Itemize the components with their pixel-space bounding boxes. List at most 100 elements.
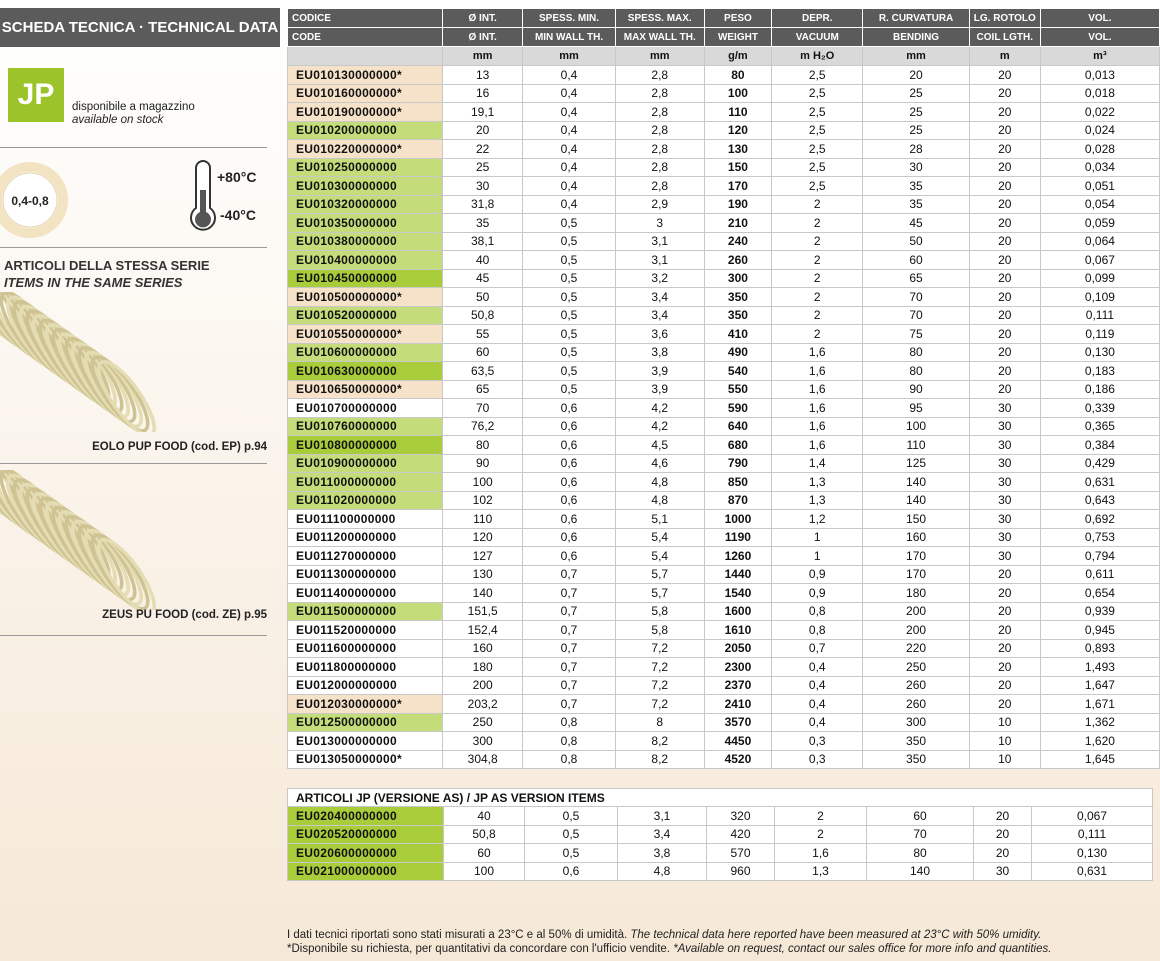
value-cell: 0,5 bbox=[522, 268, 616, 288]
series-en: ITEMS IN THE SAME SERIES bbox=[4, 275, 183, 290]
value-cell: 250 bbox=[862, 657, 970, 677]
value-cell: 0,067 bbox=[1031, 806, 1153, 826]
units-row: mm mm mm g/m m H₂O mm m m³ bbox=[286, 46, 1160, 66]
value-cell: 1,4 bbox=[771, 453, 864, 473]
value-cell: 7,2 bbox=[614, 675, 705, 695]
value-cell: 180 bbox=[862, 583, 970, 603]
value-cell: 0,4 bbox=[522, 120, 616, 140]
value-cell: 20 bbox=[968, 324, 1041, 344]
value-cell: 0,024 bbox=[1039, 120, 1160, 140]
units-cell: m bbox=[968, 46, 1041, 66]
stock-it: disponibile a magazzino bbox=[72, 101, 195, 113]
value-cell: 0,051 bbox=[1039, 176, 1160, 196]
value-cell: 0,5 bbox=[522, 250, 616, 270]
value-cell: 30 bbox=[973, 861, 1032, 881]
temp-max: +80°C bbox=[217, 169, 256, 185]
value-cell: 60 bbox=[866, 806, 974, 826]
table-row: EU011270000000 127 0,6 5,4 1260 1 170 30 0,794 bbox=[286, 546, 1160, 566]
value-cell: 3,4 bbox=[614, 287, 705, 307]
value-cell: 25 bbox=[862, 120, 970, 140]
value-cell: 0,9 bbox=[771, 564, 864, 584]
code-cell: EU011000000000 bbox=[286, 472, 444, 492]
note-it: *Disponibile su richiesta, per quantitat… bbox=[287, 943, 670, 955]
value-cell: 0,6 bbox=[522, 398, 616, 418]
value-cell: 3,6 bbox=[614, 324, 705, 344]
units-cell: mm bbox=[614, 46, 705, 66]
value-cell: 130 bbox=[703, 139, 773, 159]
value-cell: 0,5 bbox=[522, 361, 616, 381]
value-cell: 5,4 bbox=[614, 527, 705, 547]
table-row: EU021000000000 100 0,6 4,8 960 1,3 140 30 0,631 bbox=[287, 861, 1153, 881]
table-row: EU010220000000* 22 0,4 2,8 130 2,5 28 20 0,028 bbox=[286, 139, 1160, 159]
value-cell: 1610 bbox=[703, 620, 773, 640]
value-cell: 1,3 bbox=[771, 490, 864, 510]
header-row: CODE Ø INT. MIN WALL TH. MAX WALL TH. WEIGHT… bbox=[286, 27, 1160, 47]
value-cell: 2410 bbox=[703, 694, 773, 714]
value-cell: 0,183 bbox=[1039, 361, 1160, 381]
value-cell: 5,7 bbox=[614, 564, 705, 584]
table-row: EU010630000000 63,5 0,5 3,9 540 1,6 80 20 0,183 bbox=[286, 361, 1160, 381]
value-cell: 850 bbox=[703, 472, 773, 492]
value-cell: 30 bbox=[968, 472, 1041, 492]
code-cell: EU011020000000 bbox=[286, 490, 444, 510]
note-it: I dati tecnici riportati sono stati misu… bbox=[287, 929, 628, 941]
value-cell: 1,6 bbox=[774, 843, 867, 863]
value-cell: 0,013 bbox=[1039, 65, 1160, 85]
value-cell: 30 bbox=[968, 509, 1041, 529]
value-cell: 3,9 bbox=[614, 361, 705, 381]
header-cell: DEPR. bbox=[771, 8, 864, 28]
value-cell: 0,939 bbox=[1039, 601, 1160, 621]
code-cell: EU010400000000 bbox=[286, 250, 444, 270]
code-cell: EU011400000000 bbox=[286, 583, 444, 603]
value-cell: 25 bbox=[862, 83, 970, 103]
value-cell: 240 bbox=[703, 231, 773, 251]
value-cell: 0,067 bbox=[1039, 250, 1160, 270]
value-cell: 8,2 bbox=[614, 749, 705, 769]
value-cell: 2,5 bbox=[771, 157, 864, 177]
value-cell: 0,059 bbox=[1039, 213, 1160, 233]
value-cell: 0,8 bbox=[522, 731, 616, 751]
units-cell: mm bbox=[862, 46, 970, 66]
value-cell: 5,8 bbox=[614, 601, 705, 621]
table-row: EU013050000000* 304,8 0,8 8,2 4520 0,3 350 10 1,… bbox=[286, 749, 1160, 769]
header-cell: MAX WALL TH. bbox=[614, 27, 705, 47]
code-cell: EU013000000000 bbox=[286, 731, 444, 751]
value-cell: 30 bbox=[968, 527, 1041, 547]
table-row: EU010190000000* 19,1 0,4 2,8 110 2,5 25 20 0,022 bbox=[286, 102, 1160, 122]
value-cell: 16 bbox=[442, 83, 524, 103]
value-cell: 8,2 bbox=[614, 731, 705, 751]
hose-image bbox=[0, 292, 156, 432]
value-cell: 2,8 bbox=[614, 176, 705, 196]
table-row: EU010130000000* 13 0,4 2,8 80 2,5 20 20 0,013 bbox=[286, 65, 1160, 85]
value-cell: 260 bbox=[862, 675, 970, 695]
value-cell: 0,9 bbox=[771, 583, 864, 603]
value-cell: 30 bbox=[442, 176, 524, 196]
value-cell: 140 bbox=[862, 490, 970, 510]
value-cell: 3,8 bbox=[614, 342, 705, 362]
value-cell: 20 bbox=[968, 638, 1041, 658]
value-cell: 4,5 bbox=[614, 435, 705, 455]
table-row: EU010380000000 38,1 0,5 3,1 240 2 50 20 0,064 bbox=[286, 231, 1160, 251]
value-cell: 300 bbox=[862, 712, 970, 732]
value-cell: 45 bbox=[442, 268, 524, 288]
header-cell: Ø INT. bbox=[442, 8, 524, 28]
value-cell: 0,8 bbox=[771, 620, 864, 640]
value-cell: 540 bbox=[703, 361, 773, 381]
value-cell: 1440 bbox=[703, 564, 773, 584]
value-cell: 250 bbox=[442, 712, 524, 732]
value-cell: 1 bbox=[771, 527, 864, 547]
code-cell: EU011300000000 bbox=[286, 564, 444, 584]
table-row: EU011020000000 102 0,6 4,8 870 1,3 140 30 0,643 bbox=[286, 490, 1160, 510]
value-cell: 0,6 bbox=[522, 416, 616, 436]
thickness-label: 0,4-0,8 bbox=[11, 194, 49, 208]
code-cell: EU010800000000 bbox=[286, 435, 444, 455]
as-version-table: ARTICOLI JP (VERSIONE AS) / JP AS VERSIO… bbox=[287, 788, 1153, 881]
value-cell: 80 bbox=[442, 435, 524, 455]
note-en: *Available on request, contact our sales… bbox=[673, 943, 1052, 955]
value-cell: 80 bbox=[862, 361, 970, 381]
value-cell: 2 bbox=[771, 213, 864, 233]
value-cell: 140 bbox=[866, 861, 974, 881]
value-cell: 1,362 bbox=[1039, 712, 1160, 732]
code-cell: EU010600000000 bbox=[286, 342, 444, 362]
value-cell: 2300 bbox=[703, 657, 773, 677]
